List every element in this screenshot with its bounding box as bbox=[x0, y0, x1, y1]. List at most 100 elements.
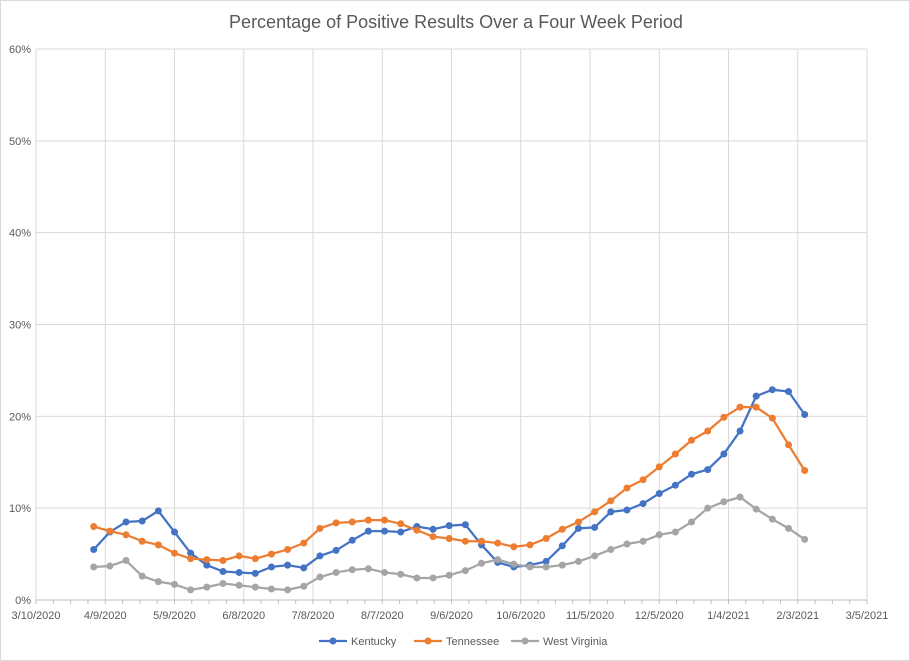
data-point bbox=[267, 550, 275, 558]
data-point bbox=[510, 560, 518, 568]
data-point bbox=[90, 523, 98, 531]
data-point bbox=[284, 586, 292, 594]
data-point bbox=[381, 527, 389, 535]
data-point bbox=[494, 539, 502, 547]
legend-marker-dot bbox=[521, 637, 529, 645]
data-point bbox=[736, 427, 744, 435]
data-point bbox=[413, 526, 421, 534]
data-point bbox=[623, 540, 631, 548]
data-point bbox=[752, 392, 760, 400]
data-point bbox=[122, 531, 130, 539]
data-point bbox=[171, 549, 178, 557]
data-point bbox=[623, 506, 631, 514]
data-point bbox=[720, 413, 728, 421]
data-point bbox=[332, 568, 340, 576]
data-point bbox=[671, 528, 679, 536]
x-tick-label: 2/3/2021 bbox=[776, 610, 819, 622]
data-point bbox=[720, 450, 728, 458]
series-line-kentucky bbox=[92, 388, 806, 575]
data-point bbox=[704, 504, 712, 512]
data-point bbox=[235, 568, 243, 576]
data-point bbox=[138, 572, 146, 580]
data-point bbox=[171, 528, 178, 536]
data-point bbox=[138, 517, 146, 525]
data-point bbox=[397, 520, 405, 528]
data-point bbox=[639, 537, 647, 545]
data-point bbox=[348, 518, 356, 526]
data-point bbox=[122, 557, 130, 565]
data-point bbox=[284, 545, 292, 553]
y-tick-label: 20% bbox=[9, 411, 31, 423]
data-point bbox=[397, 570, 405, 578]
chart-title: Percentage of Positive Results Over a Fo… bbox=[229, 12, 683, 32]
data-point bbox=[655, 531, 663, 539]
data-point bbox=[219, 557, 227, 565]
data-point bbox=[542, 534, 550, 542]
data-point bbox=[251, 569, 259, 577]
legend-label: Tennessee bbox=[446, 636, 499, 648]
data-point bbox=[300, 582, 308, 590]
data-point bbox=[510, 543, 518, 551]
data-point bbox=[639, 500, 647, 508]
data-point bbox=[203, 583, 211, 591]
data-point bbox=[801, 410, 809, 418]
data-point bbox=[316, 524, 324, 532]
data-point bbox=[752, 403, 760, 411]
data-point bbox=[768, 515, 776, 523]
data-point bbox=[574, 557, 582, 565]
data-point bbox=[348, 566, 356, 574]
data-point bbox=[688, 518, 696, 526]
data-point bbox=[542, 557, 550, 565]
data-point bbox=[736, 493, 744, 501]
x-tick-label: 12/5/2020 bbox=[635, 610, 684, 622]
data-point bbox=[154, 541, 162, 549]
data-point bbox=[461, 537, 469, 545]
data-point bbox=[429, 574, 437, 582]
data-point bbox=[558, 525, 566, 533]
legend-marker-dot bbox=[329, 637, 337, 645]
data-point bbox=[122, 518, 130, 526]
y-tick-label: 30% bbox=[9, 320, 31, 332]
data-point bbox=[138, 537, 146, 545]
data-point bbox=[461, 567, 469, 575]
data-point bbox=[655, 463, 663, 471]
data-point bbox=[688, 436, 696, 444]
data-point bbox=[300, 539, 308, 547]
data-point bbox=[607, 508, 615, 516]
data-point bbox=[203, 556, 211, 564]
data-point bbox=[381, 516, 389, 524]
data-point bbox=[607, 497, 615, 505]
x-tick-label: 8/7/2020 bbox=[361, 610, 404, 622]
data-point bbox=[558, 561, 566, 569]
data-point bbox=[187, 586, 195, 594]
data-point bbox=[445, 522, 453, 530]
data-point bbox=[429, 533, 437, 541]
data-point bbox=[235, 581, 243, 589]
data-point bbox=[219, 568, 227, 576]
y-tick-label: 50% bbox=[9, 136, 31, 148]
data-point bbox=[785, 441, 793, 449]
data-point bbox=[768, 414, 776, 422]
data-point bbox=[688, 470, 696, 478]
data-point bbox=[300, 564, 308, 572]
data-point bbox=[251, 583, 259, 591]
legend-label: West Virginia bbox=[543, 636, 608, 648]
data-point bbox=[316, 573, 324, 581]
data-point bbox=[187, 549, 195, 557]
y-tick-label: 10% bbox=[9, 503, 31, 515]
x-tick-label: 7/8/2020 bbox=[292, 610, 335, 622]
data-point bbox=[187, 555, 195, 563]
x-tick-label: 11/5/2020 bbox=[566, 610, 614, 622]
data-point bbox=[284, 561, 292, 569]
data-point bbox=[704, 427, 712, 435]
data-point bbox=[461, 521, 469, 529]
x-tick-label: 10/6/2020 bbox=[496, 610, 545, 622]
x-tick-label: 3/10/2020 bbox=[12, 610, 61, 622]
y-tick-label: 0% bbox=[15, 595, 31, 607]
x-tick-label: 9/6/2020 bbox=[430, 610, 473, 622]
legend-label: Kentucky bbox=[351, 636, 397, 648]
data-point bbox=[526, 563, 534, 571]
data-point bbox=[267, 585, 275, 593]
data-point bbox=[429, 525, 437, 533]
